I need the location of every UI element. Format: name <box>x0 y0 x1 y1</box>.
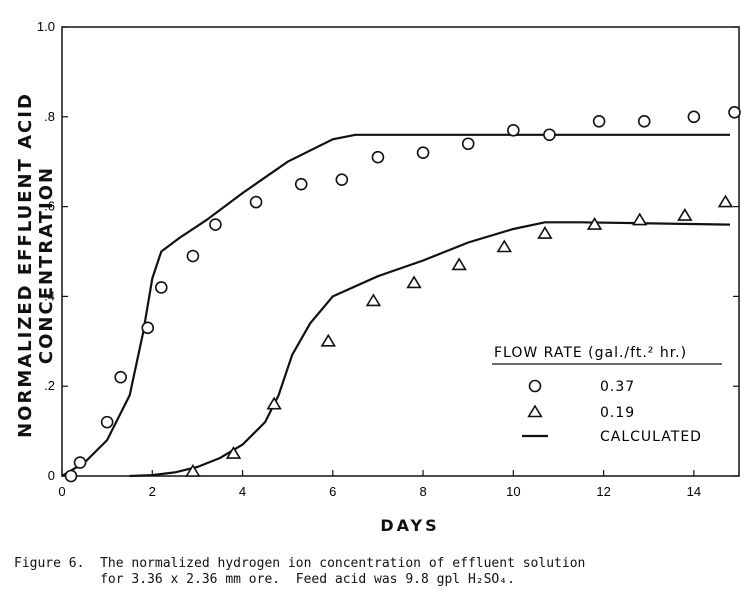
point-019 <box>225 445 242 459</box>
calculated-curve-line <box>61 133 730 477</box>
x-tick-label: 4 <box>239 484 246 499</box>
point-037 <box>461 137 475 151</box>
point-019 <box>586 217 603 230</box>
point-019 <box>717 194 734 208</box>
plot-frame <box>61 26 740 477</box>
point-037 <box>416 146 430 160</box>
x-tick-label: 10 <box>506 484 520 499</box>
figure-caption: Figure 6. The normalized hydrogen ion co… <box>14 556 734 588</box>
y-axis-label: NORMALIZED EFFLUENT ACID CONCENTRATION <box>15 92 57 438</box>
point-037 <box>371 150 385 164</box>
point-037 <box>294 177 308 191</box>
y-tick-label: .4 <box>44 288 55 303</box>
point-037 <box>141 321 155 335</box>
legend-title: FLOW RATE (gal./ft.² hr.) <box>494 345 687 361</box>
x-tick-label: 14 <box>687 484 701 499</box>
point-037 <box>637 114 651 128</box>
x-tick-label: 0 <box>58 484 65 499</box>
point-019 <box>451 257 467 271</box>
point-019 <box>320 333 336 347</box>
point-037 <box>543 128 556 142</box>
point-019 <box>185 463 201 477</box>
x-tick-label: 12 <box>596 484 610 499</box>
calculated-curves <box>61 133 731 478</box>
legend-entry-label: CALCULATED <box>600 429 702 445</box>
point-019 <box>677 208 693 221</box>
legend: FLOW RATE (gal./ft.² hr.) 0.37 0.19 CALCULA… <box>492 345 722 445</box>
legend-symbol-triangle <box>527 404 543 418</box>
point-037 <box>728 106 741 119</box>
x-tick-label: 8 <box>419 484 426 499</box>
data-points <box>64 106 741 483</box>
point-037 <box>687 110 701 124</box>
y-tick-label: 1.0 <box>37 19 55 34</box>
legend-entry-label: 0.19 <box>600 405 635 421</box>
point-019 <box>496 239 513 253</box>
point-037 <box>335 173 349 186</box>
y-tick-label: .8 <box>44 109 55 124</box>
point-037 <box>73 456 87 469</box>
legend-entry-label: 0.37 <box>600 379 635 395</box>
point-037 <box>154 281 168 294</box>
point-037 <box>592 114 606 128</box>
y-tick-label: .6 <box>44 199 55 214</box>
point-037 <box>64 469 78 483</box>
point-019 <box>365 293 382 307</box>
point-019 <box>266 396 282 410</box>
x-tick-label: 2 <box>149 484 156 499</box>
point-037 <box>209 218 222 231</box>
point-019 <box>631 212 648 226</box>
caption-line-1: Figure 6. The normalized hydrogen ion co… <box>14 556 586 571</box>
legend-symbol-circle <box>528 379 542 393</box>
y-tick-label: .2 <box>44 378 55 393</box>
x-tick-label: 6 <box>329 484 336 499</box>
point-019 <box>537 225 553 239</box>
point-037 <box>507 123 520 137</box>
point-037 <box>249 195 263 209</box>
y-tick-label: 0 <box>48 468 55 483</box>
point-037 <box>186 249 200 263</box>
x-axis-label: DAYS <box>380 516 440 535</box>
caption-line-2: for 3.36 x 2.36 mm ore. Feed acid was 9.… <box>14 572 515 587</box>
point-037 <box>100 415 114 429</box>
axis-ticks: 0 2 4 6 8 10 12 14 0 .2 .4 .6 .8 1.0 <box>37 19 739 499</box>
point-019 <box>406 275 422 289</box>
point-037 <box>114 370 127 384</box>
